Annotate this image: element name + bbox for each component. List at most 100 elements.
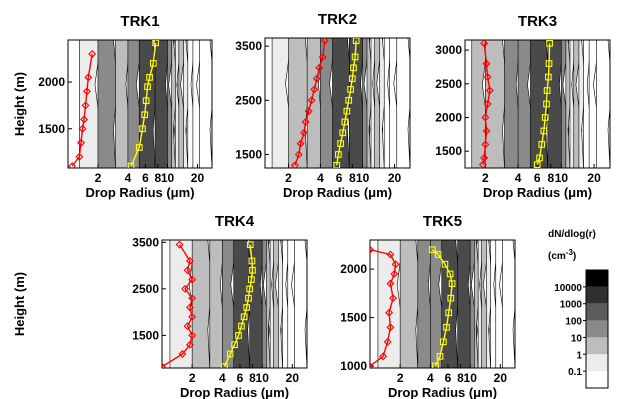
x-tick-label: 8	[457, 371, 464, 385]
axes-frame	[161, 239, 308, 369]
red-series-point	[318, 52, 327, 61]
red-series-point	[183, 322, 192, 331]
yellow-series-point	[248, 276, 255, 283]
x-axis-label: Drop Radius (μm)	[180, 385, 289, 399]
red-series	[478, 40, 494, 168]
red-series-point	[370, 362, 374, 368]
contour-band	[502, 240, 515, 368]
yellow-series-line	[336, 40, 357, 166]
yellow-series-point	[536, 154, 543, 162]
panel-4: 2 4 6 8 10 20 1500 2500 3500 TRK4 Drop Radius (μm)…	[12, 213, 308, 399]
red-series	[162, 240, 197, 368]
red-series-point	[310, 85, 319, 94]
yellow-series-point	[351, 53, 359, 61]
red-series-point	[300, 128, 308, 137]
red-series-line	[71, 53, 93, 167]
yellow-series-point	[440, 338, 447, 346]
x-tick-label: 6	[336, 171, 343, 185]
x-tick-label: 2	[95, 171, 102, 185]
panel-1: 2 4 6 8 10 20 1500 2000 TRK1 Drop Radius (μm) Heig…	[12, 13, 213, 200]
red-series-line	[482, 43, 491, 165]
contour-band	[396, 38, 410, 168]
yellow-series-point	[434, 251, 442, 258]
red-series-point	[178, 350, 187, 359]
y-axis-label: Height (m)	[12, 72, 27, 136]
yellow-series-point	[538, 141, 546, 148]
yellow-series-point	[246, 285, 254, 293]
x-tick-label: 6	[237, 371, 244, 385]
yellow-series-point	[448, 280, 456, 287]
yellow-series-point	[144, 83, 151, 91]
colorbar-swatch	[586, 320, 608, 338]
yellow-series-point	[246, 241, 254, 249]
x-tick-label: 4	[317, 171, 324, 185]
contour-fill	[271, 38, 410, 168]
yellow-series	[533, 40, 553, 168]
red-series-point	[379, 352, 388, 361]
red-series	[370, 245, 400, 368]
x-tick-label: 20	[494, 371, 508, 385]
colorbar-swatch	[586, 303, 608, 321]
yellow-series-point	[146, 74, 153, 81]
x-tick-label: 6	[142, 171, 149, 185]
yellow-series-point	[447, 294, 455, 302]
colorbar-label: 10	[571, 333, 583, 344]
red-series-line	[162, 244, 193, 368]
yellow-series-point	[127, 162, 135, 168]
x-tick-label: 6	[534, 171, 541, 185]
y-tick-label: 3000	[435, 43, 462, 57]
yellow-series-line	[130, 42, 157, 167]
contour-band	[377, 240, 404, 368]
yellow-series-point	[248, 257, 256, 265]
contour-fill	[79, 40, 212, 168]
contour-band	[399, 240, 421, 368]
colorbar-title-line2: (cm-3)	[548, 248, 576, 262]
yellow-series-line	[536, 43, 551, 165]
yellow-series-point	[348, 75, 356, 82]
x-tick-label: 20	[388, 171, 402, 185]
yellow-series-point	[345, 96, 353, 104]
yellow-series-point	[341, 118, 349, 126]
contour-band	[485, 40, 507, 168]
colorbar-title-line1: dN/dlog(r)	[548, 229, 596, 240]
yellow-series-point	[347, 86, 354, 93]
red-series-point	[185, 303, 194, 312]
colorbar-label: 1	[576, 350, 582, 361]
red-series-point	[68, 162, 77, 168]
contour-fill	[471, 40, 610, 168]
panel-2: 2 4 6 8 10 20 1500 2500 3500 TRK2 Drop Radius (μm)	[235, 11, 411, 200]
red-series-point	[76, 138, 85, 147]
yellow-series-point	[139, 125, 146, 133]
yellow-series-point	[238, 322, 245, 330]
x-axis-label: Drop Radius (μm)	[388, 385, 497, 399]
yellow-series-point	[231, 341, 238, 349]
red-series-point	[370, 245, 374, 254]
x-tick-label: 8	[547, 171, 554, 185]
y-tick-label: 1500	[132, 328, 159, 342]
contour-band	[288, 38, 310, 168]
colorbar-label: 100	[565, 317, 582, 328]
contour-band	[530, 40, 551, 168]
red-series-point	[307, 96, 316, 105]
colorbar-swatch	[586, 286, 608, 304]
contour-band	[504, 40, 521, 168]
yellow-series-point	[543, 87, 551, 94]
y-tick-label: 1500	[435, 144, 462, 158]
panel-title: TRK4	[215, 213, 255, 230]
y-tick-label: 2500	[435, 77, 462, 91]
contour-band	[199, 40, 212, 168]
x-tick-label: 10	[161, 171, 175, 185]
x-tick-label: 10	[464, 371, 478, 385]
yellow-series-point	[545, 60, 553, 67]
yellow-series-point	[149, 60, 157, 67]
red-series-point	[385, 308, 394, 317]
axes-frame	[67, 39, 213, 169]
colorbar-swatch	[586, 354, 608, 372]
red-series-point	[383, 337, 392, 346]
contour-fill	[169, 240, 307, 368]
x-tick-label: 2	[482, 171, 489, 185]
contour-band	[294, 240, 307, 368]
x-tick-label: 20	[587, 171, 601, 185]
red-series-point	[480, 153, 489, 162]
